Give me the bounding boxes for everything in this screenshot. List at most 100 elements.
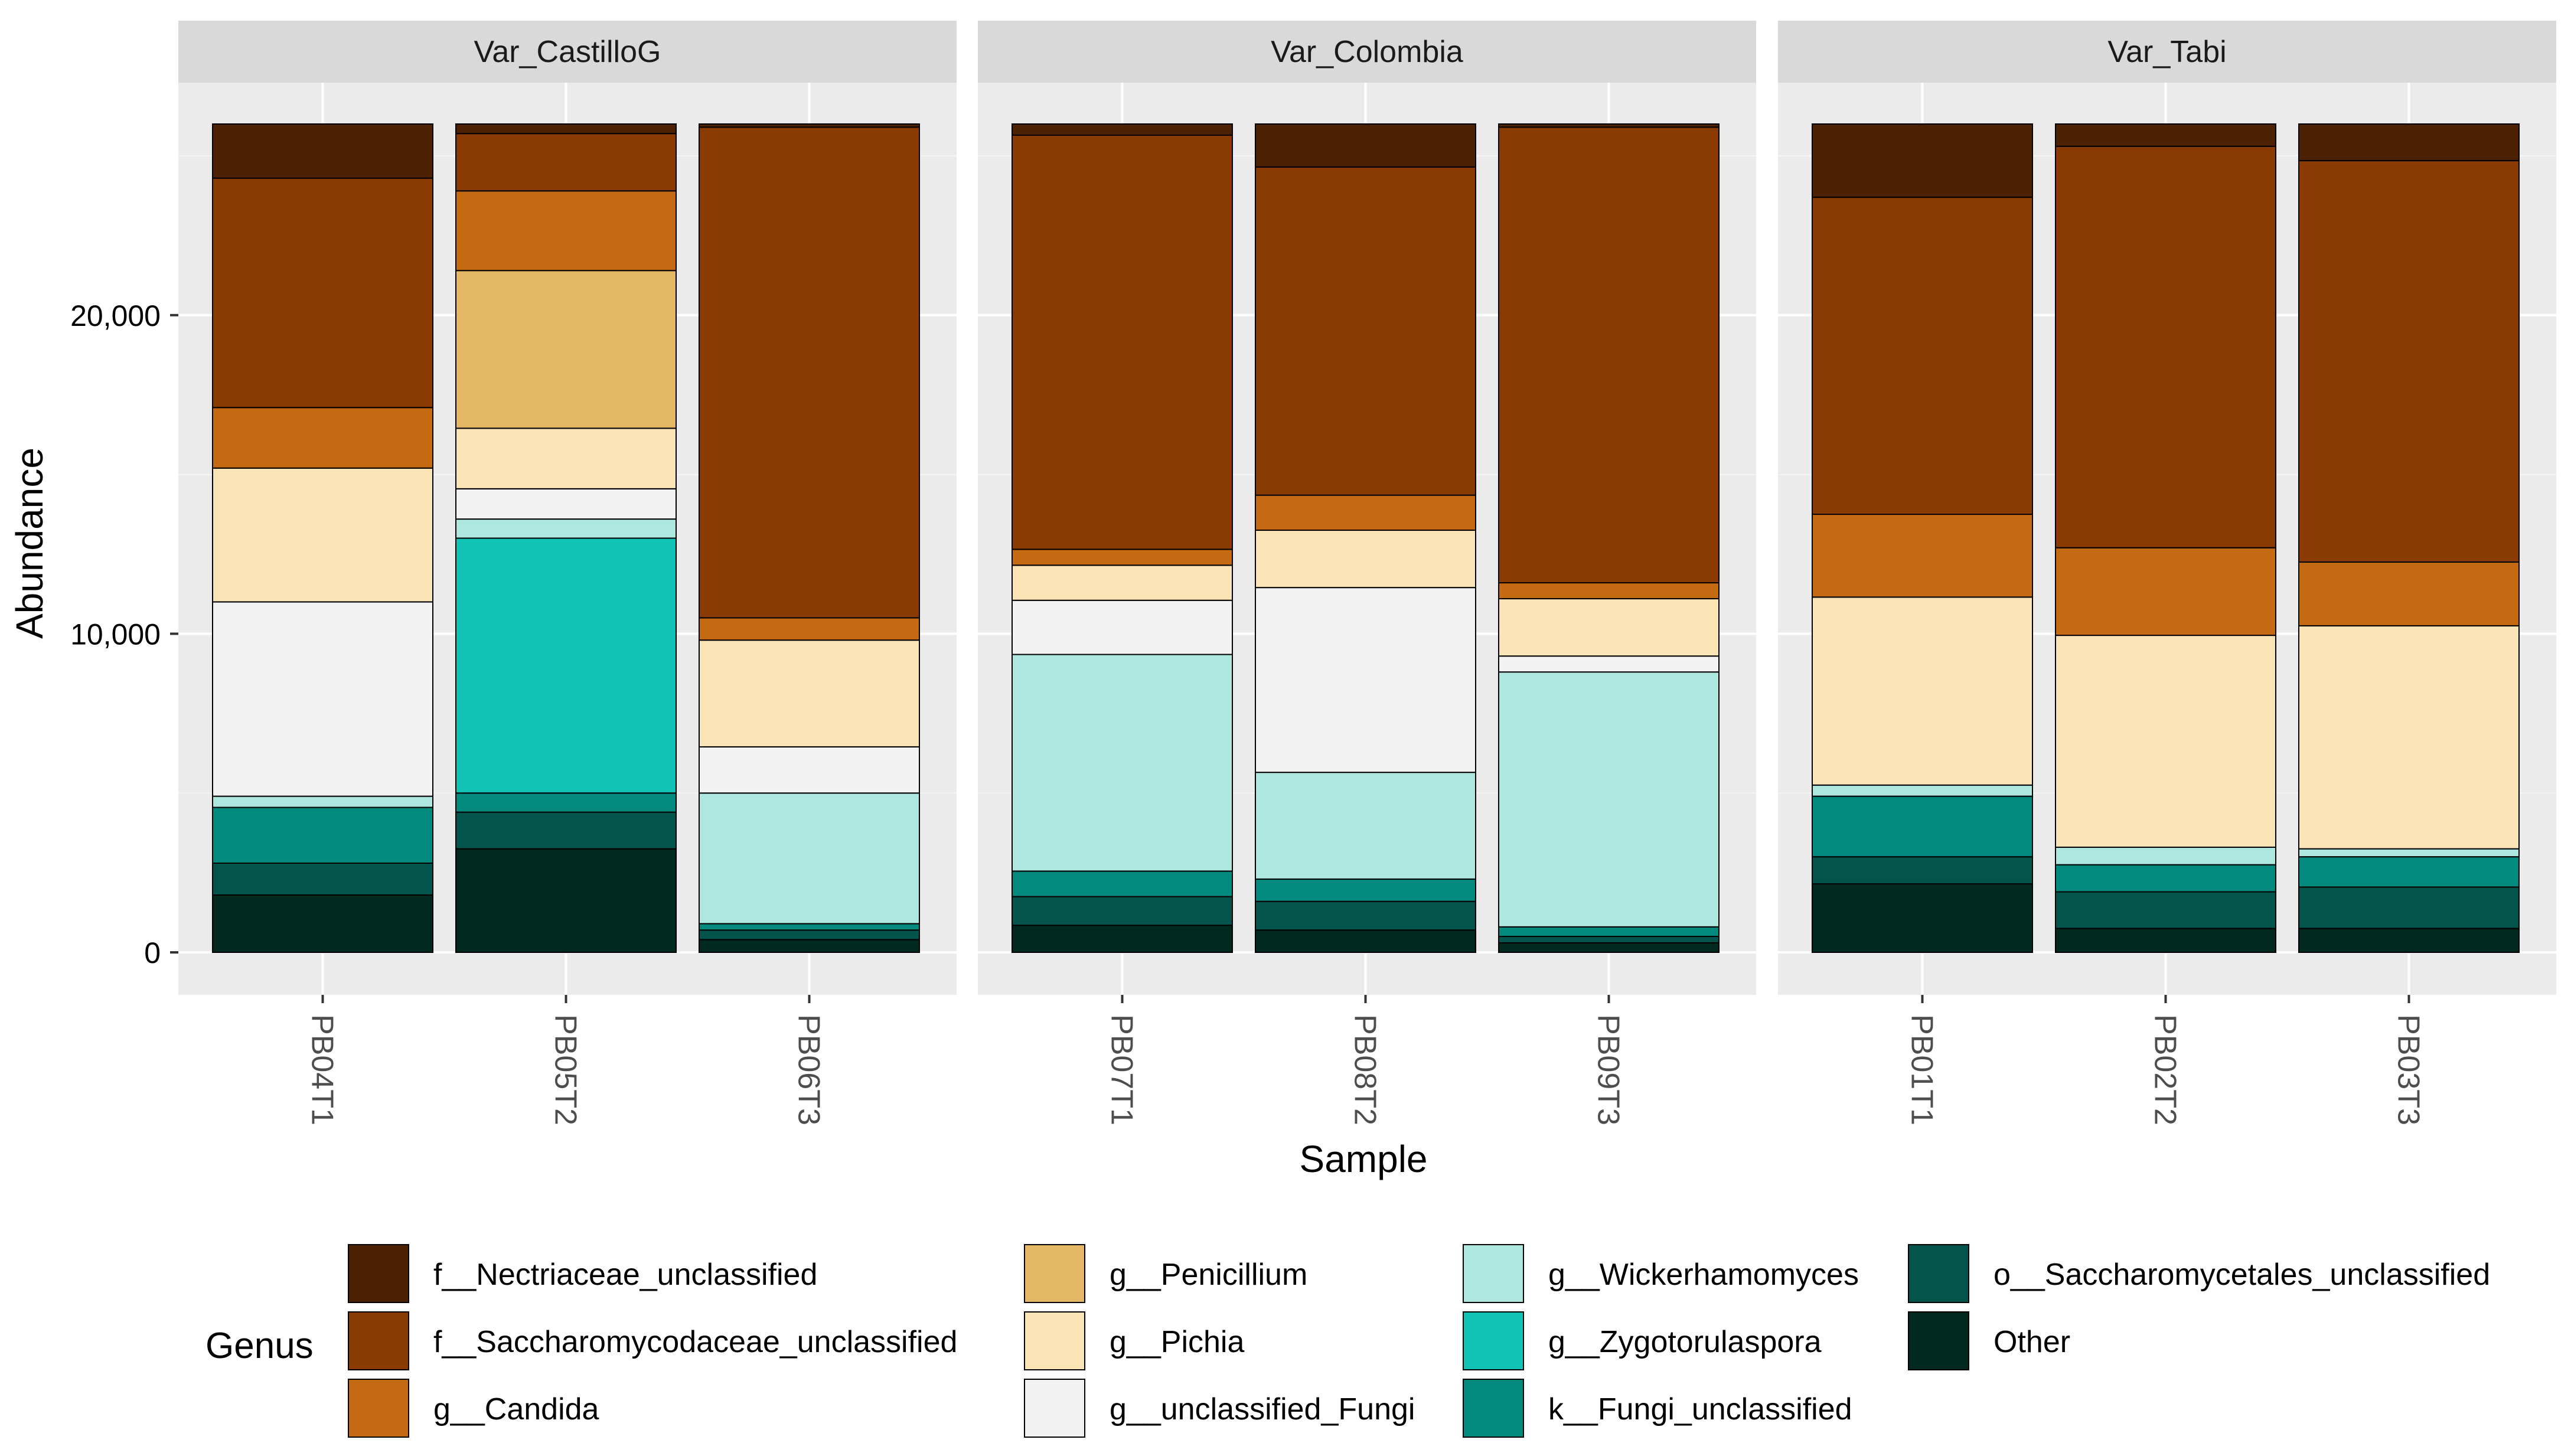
bar-segment-pb08t2-other: [1255, 929, 1476, 954]
bar-stack-pb06t3: [699, 123, 920, 954]
bar-segment-pb06t3-g-candida: [699, 617, 920, 641]
bar-segment-pb07t1-f-saccharomycodaceae-unclassified: [1012, 134, 1233, 550]
bar-segment-pb07t1-o-saccharomycetales-unclassified: [1012, 896, 1233, 926]
bar-segment-pb06t3-other: [699, 939, 920, 954]
bar-segment-pb02t2-g-candida: [2055, 547, 2276, 636]
bar-segment-pb07t1-other: [1012, 925, 1233, 953]
bar-segment-pb09t3-g-wickerhamomyces: [1498, 671, 1720, 928]
bar-stack-pb04t1: [212, 123, 433, 954]
bar-segment-pb04t1-other: [212, 894, 433, 954]
bar-segment-pb02t2-f-nectriaceae-unclassified: [2055, 123, 2276, 147]
bar-segment-pb09t3-o-saccharomycetales-unclassified: [1498, 936, 1720, 944]
y-axis: 0 10,000 20,000: [70, 299, 178, 969]
bar-segment-pb05t2-f-saccharomycodaceae-unclassified: [455, 133, 677, 192]
x-tick-label-pb03t3: PB03T3: [2391, 1014, 2426, 1125]
legend-swatch-other: [1908, 1311, 1969, 1370]
bar-segment-pb03t3-g-candida: [2298, 561, 2520, 626]
x-tick-label-pb05t2: PB05T2: [549, 1014, 583, 1125]
facet-title-var-castillog: Var_CastilloG: [474, 35, 661, 69]
bar-segment-pb01t1-f-nectriaceae-unclassified: [1812, 123, 2033, 198]
bar-segment-pb04t1-g-pichia: [212, 467, 433, 603]
legend-swatch-f-saccharomycodaceae-unclassified: [348, 1311, 409, 1370]
bar-segment-pb01t1-other: [1812, 883, 2033, 953]
legend-swatch-f-nectriaceae-unclassified: [348, 1244, 409, 1303]
bar-segment-pb04t1-f-nectriaceae-unclassified: [212, 123, 433, 179]
bar-stack-pb09t3: [1498, 123, 1720, 953]
bar-segment-pb01t1-o-saccharomycetales-unclassified: [1812, 856, 2033, 884]
bar-segment-pb05t2-g-pichia: [455, 427, 677, 489]
bar-segment-pb03t3-g-wickerhamomyces: [2298, 848, 2520, 858]
bar-segment-pb08t2-k-fungi-unclassified: [1255, 878, 1476, 902]
bar-segment-pb01t1-g-pichia: [1812, 596, 2033, 786]
bar-segment-pb07t1-g-candida: [1012, 549, 1233, 566]
bar-segment-pb05t2-g-zygotorulaspora: [455, 537, 677, 794]
bar-stack-pb08t2: [1255, 123, 1476, 954]
legend-swatch-g-unclassified-fungi: [1024, 1379, 1085, 1438]
bar-segment-pb09t3-k-fungi-unclassified: [1498, 926, 1720, 938]
bar-segment-pb02t2-f-saccharomycodaceae-unclassified: [2055, 145, 2276, 549]
bar-segment-pb09t3-g-unclassified-fungi: [1498, 655, 1720, 673]
bar-segment-pb04t1-g-wickerhamomyces: [212, 795, 433, 808]
facet-strip-var-tabi: [1778, 21, 2556, 83]
legend-swatch-o-saccharomycetales-unclassified: [1908, 1244, 1969, 1303]
bar-segment-pb07t1-g-pichia: [1012, 564, 1233, 601]
bar-segment-pb09t3-other: [1498, 942, 1720, 953]
bar-segment-pb01t1-f-saccharomycodaceae-unclassified: [1812, 197, 2033, 515]
bar-segment-pb02t2-o-saccharomycetales-unclassified: [2055, 891, 2276, 929]
bar-segment-pb09t3-f-saccharomycodaceae-unclassified: [1498, 126, 1720, 584]
legend-label-g-penicillium: g__Penicillium: [1110, 1258, 1307, 1292]
bar-segment-pb05t2-g-wickerhamomyces: [455, 518, 677, 539]
x-tick-label-pb01t1: PB01T1: [1905, 1014, 1939, 1125]
legend-swatch-g-penicillium: [1024, 1244, 1085, 1303]
bar-segment-pb08t2-f-nectriaceae-unclassified: [1255, 123, 1476, 168]
bar-segment-pb03t3-other: [2298, 928, 2520, 953]
bar-segment-pb05t2-k-fungi-unclassified: [455, 792, 677, 813]
bar-segment-pb09t3-g-candida: [1498, 582, 1720, 600]
bar-segment-pb08t2-g-wickerhamomyces: [1255, 772, 1476, 880]
x-tick-label-pb06t3: PB06T3: [792, 1014, 826, 1125]
bar-segment-pb03t3-g-pichia: [2298, 625, 2520, 850]
bar-segment-pb03t3-k-fungi-unclassified: [2298, 856, 2520, 888]
bar-segment-pb05t2-o-saccharomycetales-unclassified: [455, 811, 677, 850]
legend-label-g-pichia: g__Pichia: [1110, 1325, 1244, 1359]
bar-segment-pb06t3-g-unclassified-fungi: [699, 746, 920, 794]
bar-segment-pb02t2-g-wickerhamomyces: [2055, 846, 2276, 866]
bar-segment-pb05t2-f-nectriaceae-unclassified: [455, 123, 677, 135]
bar-segment-pb01t1-g-candida: [1812, 514, 2033, 598]
legend-swatch-g-pichia: [1024, 1311, 1085, 1370]
bar-stack-pb07t1: [1012, 123, 1233, 953]
bar-segment-pb03t3-f-nectriaceae-unclassified: [2298, 123, 2520, 162]
bar-segment-pb05t2-other: [455, 848, 677, 953]
bar-segment-pb08t2-g-pichia: [1255, 530, 1476, 589]
legend-title: Genus: [205, 1326, 314, 1366]
legend-label-o-saccharomycetales-unclassified: o__Saccharomycetales_unclassified: [1993, 1258, 2490, 1292]
bar-segment-pb07t1-f-nectriaceae-unclassified: [1012, 123, 1233, 136]
bar-segment-pb07t1-g-unclassified-fungi: [1012, 599, 1233, 655]
bar-segment-pb01t1-g-wickerhamomyces: [1812, 784, 2033, 797]
legend-swatch-g-candida: [348, 1379, 409, 1438]
legend-swatch-g-wickerhamomyces: [1463, 1244, 1524, 1303]
bar-segment-pb02t2-k-fungi-unclassified: [2055, 864, 2276, 893]
facet-strip-var-castillog: [178, 21, 957, 83]
y-tick-label: 10,000: [70, 618, 161, 651]
legend: Genus f__Nectriaceae_unclassified f__Sacc…: [205, 1244, 2490, 1438]
x-tick-label-pb08t2: PB08T2: [1348, 1014, 1382, 1125]
y-tick-label: 20,000: [70, 299, 161, 332]
bar-segment-pb07t1-k-fungi-unclassified: [1012, 870, 1233, 897]
legend-label-g-wickerhamomyces: g__Wickerhamomyces: [1548, 1258, 1859, 1292]
bar-segment-pb09t3-f-nectriaceae-unclassified: [1498, 123, 1720, 128]
y-tick-label: 0: [144, 936, 161, 969]
bar-stack-pb02t2: [2055, 123, 2276, 953]
bar-segment-pb02t2-other: [2055, 928, 2276, 953]
bar-segment-pb04t1-g-candida: [212, 407, 433, 469]
bar-segment-pb06t3-f-nectriaceae-unclassified: [699, 123, 920, 128]
legend-label-g-unclassified-fungi: g__unclassified_Fungi: [1110, 1392, 1415, 1426]
bar-segment-pb01t1-k-fungi-unclassified: [1812, 795, 2033, 858]
bar-segment-pb06t3-g-pichia: [699, 639, 920, 747]
bar-segment-pb08t2-g-unclassified-fungi: [1255, 587, 1476, 773]
bar-segment-pb04t1-o-saccharomycetales-unclassified: [212, 862, 433, 896]
facet-strip-var-colombia: [978, 21, 1756, 83]
legend-label-f-nectriaceae-unclassified: f__Nectriaceae_unclassified: [433, 1258, 817, 1292]
bar-segment-pb06t3-f-saccharomycodaceae-unclassified: [699, 126, 920, 619]
